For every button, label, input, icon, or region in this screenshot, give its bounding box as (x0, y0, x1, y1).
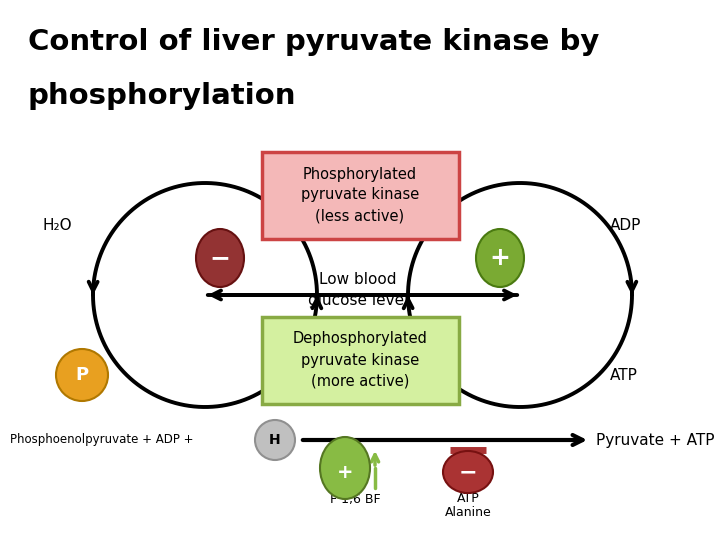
Text: −: − (459, 462, 477, 482)
Text: ADP: ADP (610, 218, 642, 233)
Text: H₂O: H₂O (42, 218, 71, 233)
Ellipse shape (196, 229, 244, 287)
Ellipse shape (320, 437, 370, 499)
Text: ATP: ATP (456, 491, 480, 504)
Text: −: − (210, 246, 230, 270)
Text: +: + (490, 246, 510, 270)
Text: ATP: ATP (610, 368, 638, 382)
Text: Pyruvate + ATP: Pyruvate + ATP (596, 433, 714, 448)
Text: Phosphorylated
pyruvate kinase
(less active): Phosphorylated pyruvate kinase (less act… (301, 166, 419, 224)
Text: Control of liver pyruvate kinase by: Control of liver pyruvate kinase by (28, 28, 599, 56)
Text: Dephosphorylated
pyruvate kinase
(more active): Dephosphorylated pyruvate kinase (more a… (292, 332, 428, 388)
Text: +: + (337, 463, 354, 483)
Circle shape (56, 349, 108, 401)
Text: phosphorylation: phosphorylation (28, 82, 297, 110)
FancyBboxPatch shape (261, 316, 459, 403)
Text: Phosphoenolpyruvate + ADP +: Phosphoenolpyruvate + ADP + (10, 434, 197, 447)
FancyBboxPatch shape (261, 152, 459, 239)
Ellipse shape (476, 229, 524, 287)
Circle shape (255, 420, 295, 460)
Text: Alanine: Alanine (445, 505, 491, 518)
Text: P: P (76, 366, 89, 384)
Ellipse shape (443, 451, 493, 493)
Text: Low blood
glucose level: Low blood glucose level (308, 272, 408, 308)
Text: F 1,6 BF: F 1,6 BF (330, 494, 380, 507)
Text: H: H (269, 433, 281, 447)
